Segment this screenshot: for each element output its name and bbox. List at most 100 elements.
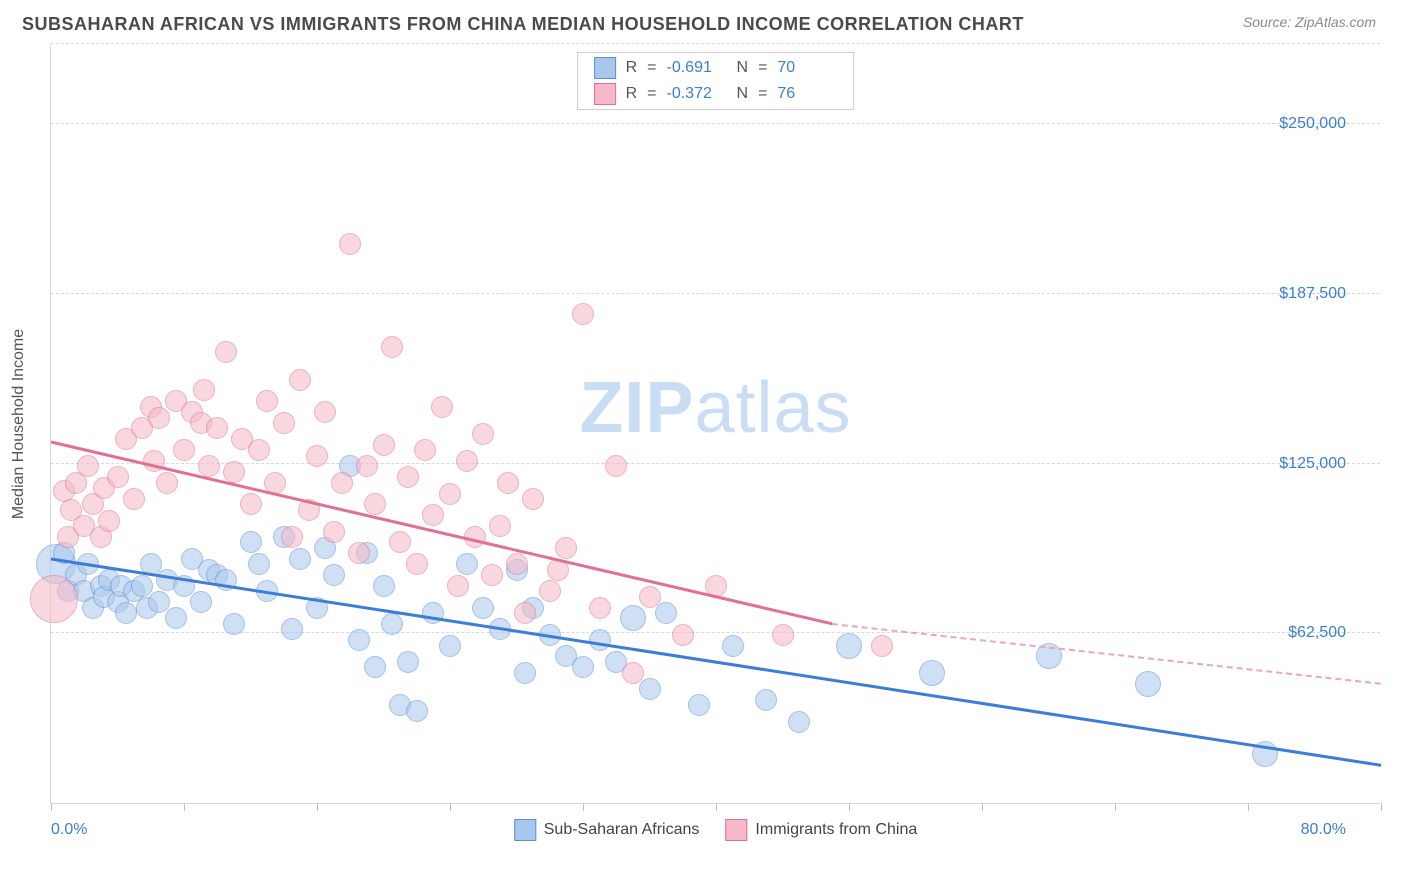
scatter-point — [248, 439, 270, 461]
scatter-point — [281, 618, 303, 640]
stat-n-value-2: 76 — [777, 85, 837, 103]
watermark-zip: ZIP — [579, 368, 694, 448]
scatter-point — [115, 602, 137, 624]
source-attribution: Source: ZipAtlas.com — [1243, 14, 1376, 30]
scatter-point — [306, 445, 328, 467]
scatter-point — [481, 564, 503, 586]
scatter-point — [655, 602, 677, 624]
scatter-point — [688, 694, 710, 716]
scatter-point — [381, 336, 403, 358]
scatter-point — [836, 633, 862, 659]
scatter-point — [472, 597, 494, 619]
stat-n-label: N — [737, 85, 749, 103]
x-tick — [1248, 803, 1249, 811]
x-tick — [317, 803, 318, 811]
source-name: ZipAtlas.com — [1295, 14, 1376, 30]
scatter-point — [323, 521, 345, 543]
scatter-point — [589, 597, 611, 619]
scatter-point — [472, 423, 494, 445]
scatter-point — [215, 341, 237, 363]
scatter-point — [173, 439, 195, 461]
gridline — [51, 463, 1380, 464]
stat-eq: = — [647, 85, 656, 103]
scatter-point — [447, 575, 469, 597]
scatter-point — [289, 369, 311, 391]
scatter-point — [456, 553, 478, 575]
stats-row-series-1: R = -0.691 N = 70 — [578, 55, 854, 81]
scatter-point — [77, 455, 99, 477]
scatter-point — [273, 412, 295, 434]
scatter-point — [422, 504, 444, 526]
source-prefix: Source: — [1243, 14, 1295, 30]
scatter-point — [497, 472, 519, 494]
stat-n-label: N — [737, 59, 749, 77]
scatter-point — [107, 466, 129, 488]
legend-item-1: Sub-Saharan Africans — [514, 819, 700, 841]
chart-header: SUBSAHARAN AFRICAN VS IMMIGRANTS FROM CH… — [0, 0, 1406, 35]
chart-container: ZIPatlas Median Household Income 0.0% 80… — [50, 44, 1380, 844]
x-tick — [849, 803, 850, 811]
scatter-point — [456, 450, 478, 472]
scatter-point — [572, 303, 594, 325]
x-axis-start-label: 0.0% — [51, 821, 87, 839]
y-tick-label: $62,500 — [1288, 624, 1346, 642]
scatter-point — [289, 548, 311, 570]
scatter-point — [589, 629, 611, 651]
scatter-point — [281, 526, 303, 548]
gridline — [51, 632, 1380, 633]
plot-area: ZIPatlas Median Household Income 0.0% 80… — [50, 44, 1380, 804]
scatter-point — [30, 575, 78, 623]
scatter-point — [439, 483, 461, 505]
scatter-point — [1135, 671, 1161, 697]
scatter-point — [431, 396, 453, 418]
scatter-point — [331, 472, 353, 494]
stat-r-label: R — [626, 85, 638, 103]
y-axis-title: Median Household Income — [10, 328, 28, 518]
x-tick — [1381, 803, 1382, 811]
x-tick — [51, 803, 52, 811]
stat-r-value-1: -0.691 — [667, 59, 727, 77]
scatter-point — [323, 564, 345, 586]
scatter-point — [622, 662, 644, 684]
x-tick — [982, 803, 983, 811]
scatter-point — [240, 493, 262, 515]
scatter-point — [373, 575, 395, 597]
scatter-point — [193, 379, 215, 401]
scatter-point — [414, 439, 436, 461]
scatter-point — [555, 537, 577, 559]
scatter-point — [439, 635, 461, 657]
gridline — [51, 123, 1380, 124]
stat-r-label: R — [626, 59, 638, 77]
scatter-point — [514, 602, 536, 624]
scatter-point — [248, 553, 270, 575]
scatter-point — [165, 607, 187, 629]
scatter-point — [672, 624, 694, 646]
scatter-point — [123, 488, 145, 510]
scatter-point — [397, 651, 419, 673]
scatter-point — [314, 401, 336, 423]
scatter-point — [198, 455, 220, 477]
scatter-point — [406, 553, 428, 575]
stat-eq: = — [758, 59, 767, 77]
legend-item-2: Immigrants from China — [725, 819, 917, 841]
gridline — [51, 293, 1380, 294]
scatter-point — [373, 434, 395, 456]
scatter-point — [256, 390, 278, 412]
stat-r-value-2: -0.372 — [667, 85, 727, 103]
scatter-point — [98, 510, 120, 532]
scatter-point — [148, 407, 170, 429]
gridline — [51, 43, 1380, 44]
scatter-point — [223, 613, 245, 635]
y-tick-label: $250,000 — [1279, 115, 1346, 133]
scatter-point — [772, 624, 794, 646]
legend-label-1: Sub-Saharan Africans — [544, 821, 700, 839]
x-tick — [583, 803, 584, 811]
scatter-point — [348, 629, 370, 651]
scatter-point — [381, 613, 403, 635]
x-tick — [1115, 803, 1116, 811]
scatter-point — [522, 488, 544, 510]
scatter-point — [871, 635, 893, 657]
scatter-point — [240, 531, 262, 553]
scatter-point — [397, 466, 419, 488]
legend-label-2: Immigrants from China — [755, 821, 917, 839]
